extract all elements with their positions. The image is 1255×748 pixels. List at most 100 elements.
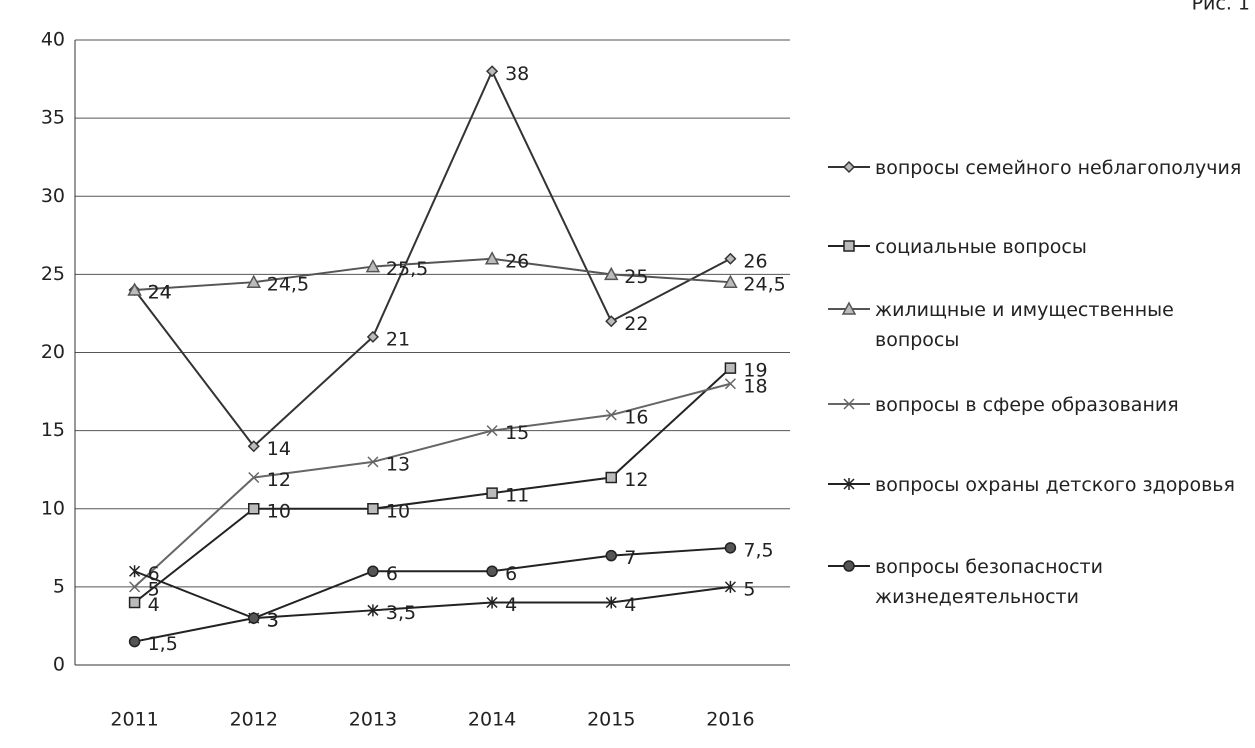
data-label: 15 (505, 422, 529, 444)
marker-shape (248, 503, 260, 515)
marker (841, 301, 857, 315)
data-label: 7 (624, 547, 636, 569)
series-line (133, 68, 731, 448)
marker (843, 398, 855, 410)
data-label: 24,5 (267, 274, 309, 296)
marker (128, 596, 141, 609)
marker-shape (486, 565, 498, 577)
data-label: 26 (505, 250, 529, 272)
data-label: 38 (505, 63, 529, 85)
marker-shape (129, 565, 141, 578)
marker (843, 478, 855, 490)
marker (724, 362, 737, 374)
marker-shape (605, 409, 617, 421)
data-label: 18 (743, 375, 767, 397)
marker (129, 565, 141, 578)
marker (366, 330, 379, 343)
marker-shape (486, 425, 498, 437)
marker-shape (486, 487, 498, 499)
marker-shape (605, 596, 617, 609)
marker (486, 65, 499, 78)
y-tick-label: 40 (41, 29, 65, 51)
marker-shape (486, 65, 499, 78)
marker-shape (367, 604, 379, 617)
marker (484, 251, 500, 265)
marker (605, 549, 617, 562)
x-tick-label: 2014 (468, 709, 516, 731)
data-label: 6 (505, 563, 517, 585)
y-tick-label: 20 (41, 341, 65, 363)
legend-label: вопросы в сфере образования (875, 394, 1179, 416)
data-label: 16 (624, 407, 648, 429)
data-label: 10 (386, 500, 410, 522)
marker-shape (843, 240, 855, 252)
data-label: 25,5 (386, 258, 428, 280)
marker-shape (724, 362, 737, 374)
marker-shape (128, 635, 141, 648)
x-tick-label: 2013 (349, 709, 397, 731)
marker-shape (841, 301, 857, 315)
data-label: 6 (386, 563, 398, 585)
legend-label: вопросы безопасности жизнедеятельности (875, 556, 1103, 608)
marker (605, 596, 617, 609)
y-tick-label: 35 (41, 107, 65, 129)
data-label: 24 (148, 282, 172, 304)
data-label: 14 (267, 438, 291, 460)
data-label: 24,5 (743, 274, 785, 296)
data-label: 26 (743, 250, 767, 272)
y-tick-label: 15 (41, 419, 65, 441)
marker (605, 409, 617, 421)
data-label: 4 (505, 594, 517, 616)
marker-shape (605, 471, 617, 484)
marker-shape (248, 612, 260, 624)
data-label: 3 (267, 610, 279, 632)
figure-label: Рис. 1 (1192, 0, 1250, 15)
marker (248, 612, 260, 624)
series-line (134, 257, 731, 291)
marker (486, 565, 498, 577)
marker (605, 471, 617, 484)
series-line (134, 570, 731, 620)
marker-shape (367, 456, 379, 468)
data-label: 12 (624, 469, 648, 491)
marker-shape (605, 549, 617, 562)
marker-shape (247, 440, 260, 453)
marker-shape (484, 251, 500, 265)
marker-shape (724, 580, 736, 593)
marker (724, 580, 736, 593)
marker-shape (603, 266, 619, 281)
marker (605, 315, 618, 328)
marker-shape (842, 160, 856, 174)
marker (127, 282, 142, 296)
data-label: 10 (267, 500, 291, 522)
data-label: 3 (267, 610, 279, 632)
data-label: 22 (624, 313, 648, 335)
marker (843, 240, 855, 252)
marker-shape (724, 378, 736, 390)
data-label: 5 (743, 578, 755, 600)
marker (365, 258, 381, 273)
data-label: 1,5 (148, 633, 178, 655)
data-label: 6 (148, 563, 160, 585)
marker-shape (843, 398, 855, 410)
marker (129, 581, 141, 593)
marker (603, 266, 619, 281)
marker-shape (367, 503, 379, 515)
marker (367, 456, 379, 468)
marker (367, 604, 379, 617)
x-tick-label: 2012 (230, 709, 278, 731)
x-tick-label: 2011 (110, 709, 158, 731)
marker (724, 378, 736, 390)
marker (247, 440, 260, 453)
marker-shape (367, 565, 379, 577)
marker (843, 560, 855, 572)
y-tick-label: 0 (53, 654, 65, 676)
data-label: 11 (505, 485, 529, 507)
x-tick-label: 2015 (587, 709, 635, 731)
data-label: 25 (624, 266, 648, 288)
marker-shape (605, 315, 618, 328)
data-label: 4 (148, 594, 160, 616)
marker (724, 252, 737, 265)
marker (486, 425, 498, 437)
